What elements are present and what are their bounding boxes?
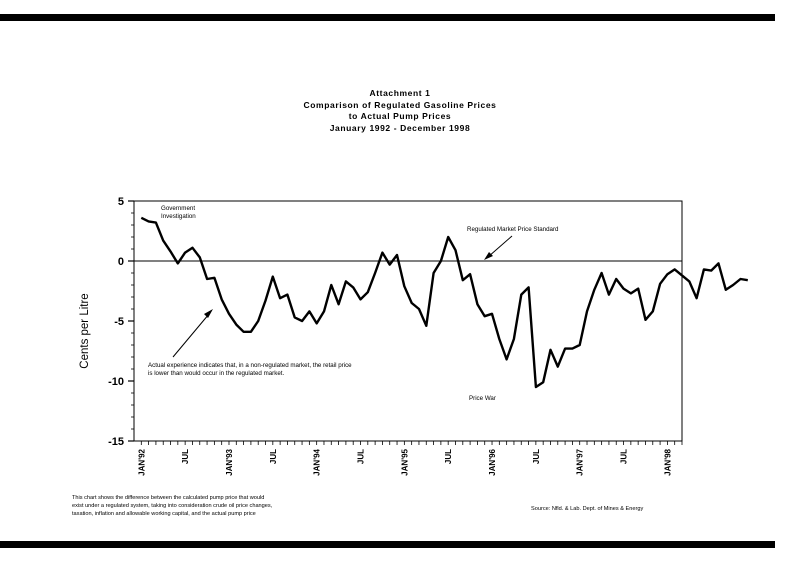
arrow-experience-head [204, 309, 213, 318]
annotation-price-war: Price War [469, 395, 496, 402]
top-rule [0, 14, 775, 21]
x-tick-label: JUL [444, 449, 453, 464]
series-line [140, 216, 748, 389]
arrow-regulated-shaft [487, 235, 513, 258]
arrow-experience-shaft [172, 313, 210, 358]
annotation-government-line2: Investigation [161, 213, 196, 220]
x-tick-label: JUL [181, 449, 190, 464]
y-tick-label: 5 [118, 196, 124, 208]
x-tick-label: JUL [620, 449, 629, 464]
annotation-experience-line2: is lower than would occur in the regulat… [148, 370, 284, 377]
arrow-regulated-head [484, 252, 493, 260]
footnote: This chart shows the difference between … [72, 494, 272, 518]
y-axis-label: Cents per Litre [79, 293, 91, 368]
x-tick-label: JAN'98 [663, 448, 672, 475]
y-tick-label: 0 [118, 256, 124, 268]
title-line-4: January 1992 - December 1998 [329, 122, 471, 133]
x-tick-label: JAN'97 [576, 448, 585, 475]
title-line-2: Comparison of Regulated Gasoline Prices [303, 99, 497, 110]
x-tick-label: JAN'94 [313, 448, 322, 475]
title-line-3: to Actual Pump Prices [348, 111, 452, 121]
x-tick-label: JUL [532, 449, 541, 464]
x-tick-label: JUL [269, 449, 278, 464]
y-tick-label: -15 [108, 436, 124, 448]
x-tick-label: JUL [357, 449, 366, 464]
x-tick-label: JAN'96 [488, 448, 497, 475]
bottom-rule [0, 541, 775, 548]
source-note: Source: Nfld. & Lab. Dept. of Mines & En… [531, 506, 644, 512]
annotation-government-line1: Government [161, 205, 195, 212]
footnote-line-1: This chart shows the difference between … [72, 495, 265, 501]
x-tick-label: JAN'95 [400, 448, 409, 475]
x-tick-label: JAN'92 [137, 448, 146, 475]
title-line-1: Attachment 1 [369, 88, 431, 98]
annotation-regulated-standard: Regulated Market Price Standard [467, 226, 559, 233]
chart-title: Attachment 1 Comparison of Regulated Gas… [0, 88, 800, 134]
y-tick-label: -10 [108, 376, 124, 388]
y-tick-label: -5 [114, 316, 124, 328]
footnote-line-2: exist under a regulated system, taking i… [72, 503, 273, 509]
plot-frame [133, 200, 683, 442]
x-tick-label: JAN'93 [225, 448, 234, 475]
annotation-experience-line1: Actual experience indicates that, in a n… [148, 362, 352, 369]
footnote-line-3: taxation, inflation and allowable workin… [72, 511, 256, 517]
